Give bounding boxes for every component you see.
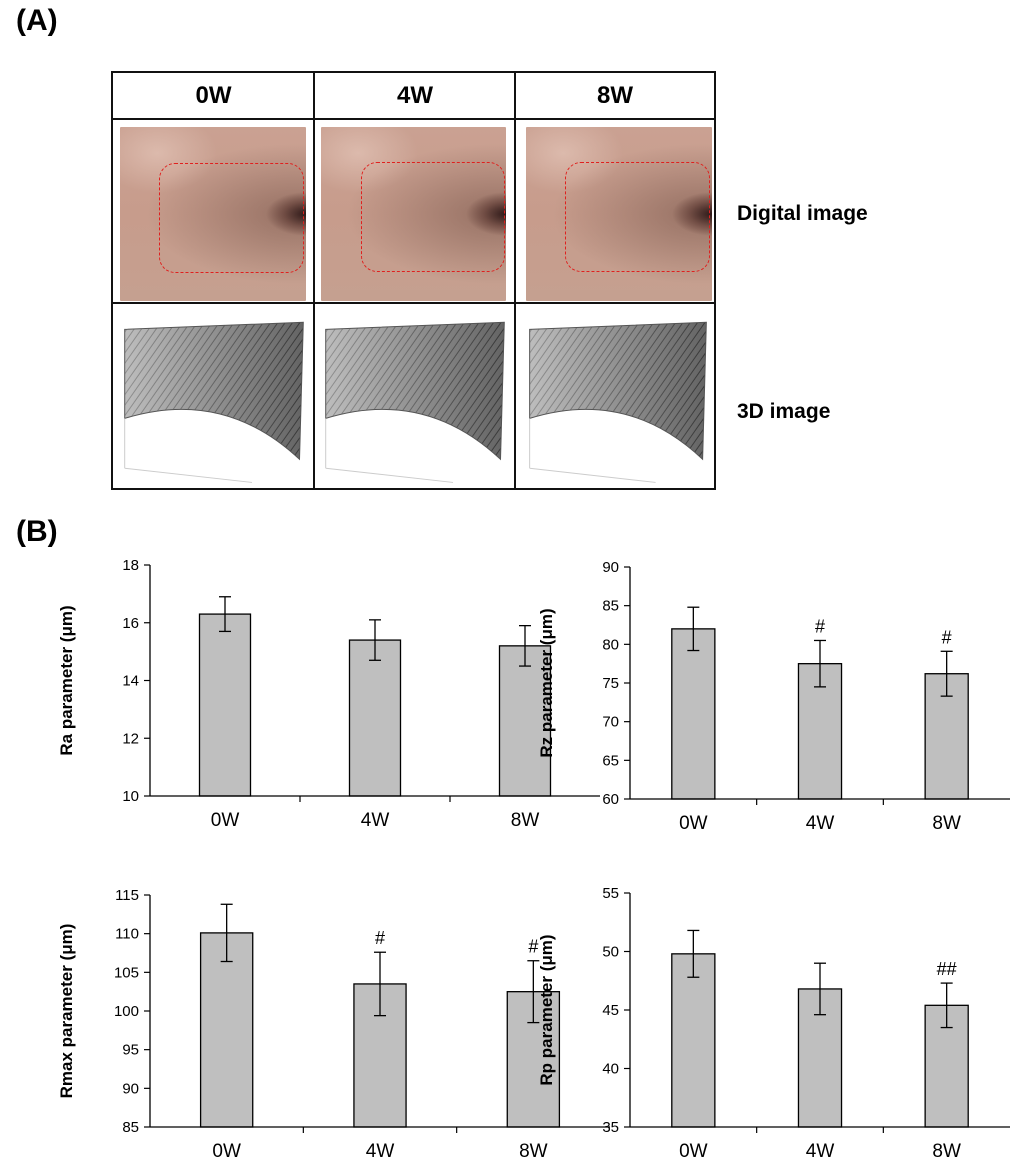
x-tick-label: 8W [519, 1141, 548, 1162]
y-tick-label: 50 [602, 944, 619, 961]
error-bar [519, 624, 531, 667]
bar-4W [348, 639, 402, 797]
surface-plot-graphic [529, 321, 707, 483]
column-header-8w: 8W [516, 73, 714, 120]
3d-surface-8w [524, 308, 712, 486]
y-tick-label: 12 [122, 730, 139, 747]
surface-plot-graphic [325, 321, 505, 483]
roi-outline [361, 162, 505, 272]
x-tick-label: 0W [679, 1141, 708, 1162]
y-tick-label: 70 [602, 714, 619, 731]
y-tick-label: 40 [602, 1061, 619, 1078]
y-tick-label: 105 [114, 964, 139, 981]
error-bar [219, 596, 231, 633]
significance-mark: # [375, 928, 385, 948]
significance-mark: # [528, 937, 538, 957]
surface-plot-graphic [124, 321, 304, 483]
error-bar [527, 960, 540, 1024]
y-tick-label: 100 [114, 1003, 139, 1020]
y-tick-label: 55 [602, 885, 619, 902]
y-tick-label: 16 [122, 615, 139, 632]
bar-0W [671, 628, 716, 800]
y-tick-label: 45 [602, 1002, 619, 1019]
y-axis-label: Rmax parameter (μm) [57, 924, 76, 1099]
significance-mark: ## [937, 959, 957, 979]
y-tick-label: 90 [122, 1080, 139, 1097]
y-tick-label: 18 [122, 557, 139, 574]
x-tick-label: 4W [366, 1141, 395, 1162]
grid-divider [113, 302, 714, 304]
error-bar [374, 951, 386, 1017]
bar-0W [671, 953, 716, 1128]
bar-chart-1: 0W #4W #8W 60 65 70 75 80 85 90 Rz parameter (μm) [537, 559, 1010, 834]
y-tick-label: 60 [602, 791, 619, 808]
bar-chart-0: 0W 4W 8W 10 12 14 16 18 Ra parameter (μm) [57, 557, 600, 831]
column-header-4w: 4W [314, 73, 516, 120]
bar-0W [199, 932, 254, 1128]
y-axis-label: Rz parameter (μm) [537, 608, 556, 757]
x-tick-label: 8W [932, 813, 961, 834]
x-tick-label: 8W [932, 1141, 961, 1162]
y-tick-label: 110 [115, 926, 139, 943]
roi-outline [565, 162, 710, 272]
grid-divider [313, 73, 315, 488]
error-bar [940, 650, 953, 697]
y-tick-label: 115 [115, 887, 139, 904]
y-tick-label: 85 [122, 1119, 139, 1136]
y-axis-label: Rp parameter (μm) [537, 934, 556, 1085]
y-axis-label: Ra parameter (μm) [57, 605, 76, 755]
significance-mark: # [815, 616, 825, 636]
x-tick-label: 4W [806, 813, 835, 834]
y-tick-label: 10 [122, 788, 139, 805]
panel-b-label: (B) [16, 515, 58, 548]
y-tick-label: 75 [602, 675, 619, 692]
error-bar [940, 982, 953, 1029]
digital-image-4w [321, 127, 506, 301]
panel-a-label: (A) [16, 4, 58, 37]
y-tick-label: 80 [602, 636, 619, 653]
error-bar [220, 903, 233, 963]
y-tick-label: 85 [602, 598, 619, 615]
image-comparison-grid: 0W 4W 8W [111, 71, 716, 490]
error-bar [687, 606, 700, 652]
error-bar [687, 929, 700, 978]
y-tick-label: 65 [602, 752, 619, 769]
x-tick-label: 4W [361, 810, 390, 831]
x-tick-label: 0W [212, 1141, 241, 1162]
digital-image-8w [526, 127, 712, 301]
column-header-0w: 0W [113, 73, 314, 120]
bar-8W [498, 645, 552, 797]
y-tick-label: 14 [122, 673, 139, 690]
3d-surface-4w [320, 308, 510, 486]
x-tick-label: 0W [679, 813, 708, 834]
digital-image-0w [120, 127, 306, 301]
x-tick-label: 8W [511, 810, 540, 831]
3d-surface-0w [119, 308, 309, 486]
significance-mark: # [942, 627, 952, 647]
error-bar [814, 639, 826, 688]
row-caption-digital: Digital image [737, 202, 868, 225]
bar-chart-3: 0W 4W ## 8W 35 40 45 50 55 Rp parameter (μm) [537, 885, 1010, 1162]
error-bar [814, 962, 826, 1016]
row-caption-3d: 3D image [737, 400, 831, 423]
bar-0W [198, 613, 252, 797]
grid-divider [514, 73, 516, 488]
roi-outline [159, 163, 304, 273]
y-tick-label: 95 [122, 1042, 139, 1059]
x-tick-label: 4W [806, 1141, 835, 1162]
x-tick-label: 0W [211, 810, 240, 831]
bar-chart-2: 0W #4W #8W 85 90 95 100 105 110 115 Rmax parameter… [57, 887, 610, 1162]
error-bar [369, 619, 381, 661]
y-tick-label: 35 [602, 1119, 619, 1136]
y-tick-label: 90 [602, 559, 619, 576]
